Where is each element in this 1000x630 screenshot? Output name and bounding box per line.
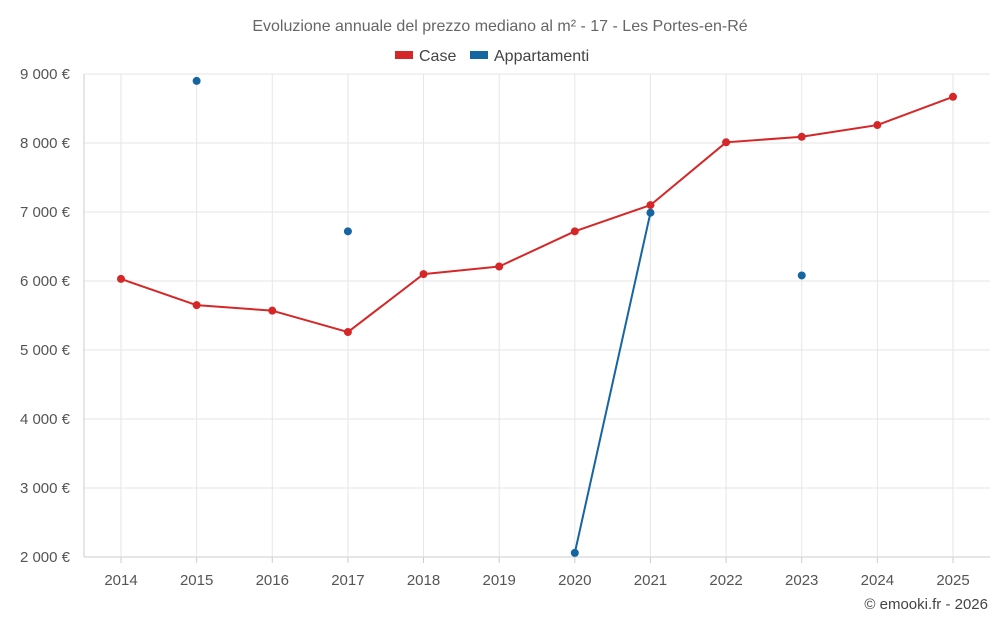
data-point-case-2021 (646, 201, 655, 210)
x-tick-label: 2024 (861, 572, 894, 589)
y-tick-label: 2 000 € (20, 549, 71, 566)
data-point-case-2023 (797, 132, 806, 141)
x-tick-label: 2014 (104, 572, 137, 589)
x-tick-label: 2018 (407, 572, 440, 589)
legend-label-appartamenti: Appartamenti (494, 48, 589, 65)
credit-text: © emooki.fr - 2026 (864, 596, 988, 613)
chart-title: Evoluzione annuale del prezzo mediano al… (252, 18, 747, 35)
x-tick-label: 2022 (709, 572, 742, 589)
x-tick-label: 2020 (558, 572, 591, 589)
data-point-case-2020 (570, 227, 579, 236)
series-appartamenti (192, 76, 806, 557)
series-layer (117, 76, 957, 557)
data-point-appartamenti-2023 (797, 271, 806, 280)
y-tick-label: 3 000 € (20, 480, 71, 497)
y-tick-label: 7 000 € (20, 204, 71, 221)
x-tick-label: 2015 (180, 572, 213, 589)
data-point-case-2017 (343, 328, 352, 337)
x-tick-label: 2017 (331, 572, 364, 589)
data-point-appartamenti-2021 (646, 208, 655, 217)
data-point-appartamenti-2015 (192, 76, 201, 85)
data-point-case-2025 (949, 92, 957, 101)
data-point-appartamenti-2017 (343, 227, 352, 236)
data-point-case-2018 (419, 270, 428, 279)
y-tick-label: 9 000 € (20, 66, 71, 83)
x-tick-label: 2016 (256, 572, 289, 589)
data-point-appartamenti-2020 (570, 548, 579, 557)
x-tick-label: 2023 (785, 572, 818, 589)
y-tick-label: 8 000 € (20, 135, 71, 152)
series-line-case (120, 95, 954, 334)
legend-label-case: Case (419, 48, 456, 65)
series-line-appartamenti (573, 212, 652, 554)
series-case (117, 92, 957, 337)
grid-layer (84, 73, 990, 558)
data-point-case-2015 (192, 301, 201, 310)
legend: Case Appartamenti (395, 48, 589, 65)
y-tick-label: 4 000 € (20, 411, 71, 428)
y-tick-label: 6 000 € (20, 273, 71, 290)
data-point-case-2022 (722, 138, 731, 147)
legend-swatch-appartamenti (470, 51, 488, 59)
data-point-case-2016 (268, 306, 277, 315)
x-tick-label: 2019 (482, 572, 515, 589)
legend-swatch-case (395, 51, 413, 59)
data-point-case-2024 (873, 121, 882, 130)
data-point-case-2019 (495, 262, 504, 271)
axis-layer: 2 000 € 3 000 € 4 000 € 5 000 € 6 000 € 7 000… (20, 66, 970, 589)
y-tick-label: 5 000 € (20, 342, 71, 359)
x-tick-label: 2021 (634, 572, 667, 589)
x-tick-label: 2025 (936, 572, 969, 589)
data-point-case-2014 (117, 274, 125, 283)
